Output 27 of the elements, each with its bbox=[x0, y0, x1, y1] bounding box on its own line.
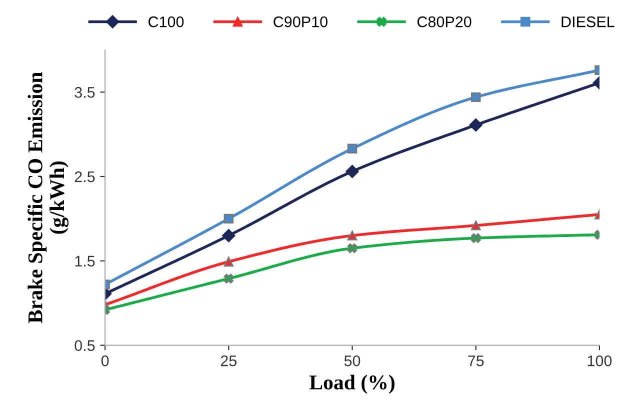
y-tick-label: 1.5 bbox=[75, 256, 95, 267]
x-tick-label: 50 bbox=[344, 355, 360, 366]
legend-label: C90P10 bbox=[274, 16, 328, 28]
legend-label: C100 bbox=[148, 16, 184, 28]
point bbox=[347, 230, 358, 240]
legend-label: C80P20 bbox=[417, 16, 472, 28]
x-axis-title: Load (%) bbox=[310, 374, 394, 394]
point bbox=[222, 228, 236, 242]
x-tick-label: 100 bbox=[588, 355, 612, 366]
y-tick-label: 0.5 bbox=[74, 340, 95, 351]
x-tick-label: 0 bbox=[101, 355, 109, 366]
point bbox=[347, 144, 358, 154]
y-tick-label: 2.5 bbox=[74, 171, 95, 182]
legend-label: DIESEL bbox=[562, 16, 614, 28]
x-tick-label: 75 bbox=[468, 356, 484, 366]
point bbox=[471, 92, 481, 102]
point bbox=[471, 233, 481, 243]
y-tick-label: 3.5 bbox=[74, 86, 95, 98]
y-axis-title: Brake Specific CO Emission (g/kWh) bbox=[27, 72, 69, 324]
point bbox=[224, 274, 234, 284]
point bbox=[224, 256, 234, 267]
x-tick-label: 25 bbox=[220, 355, 237, 366]
point bbox=[346, 164, 359, 178]
point bbox=[469, 118, 482, 132]
point bbox=[224, 214, 234, 224]
point bbox=[471, 220, 481, 230]
point bbox=[347, 243, 358, 254]
